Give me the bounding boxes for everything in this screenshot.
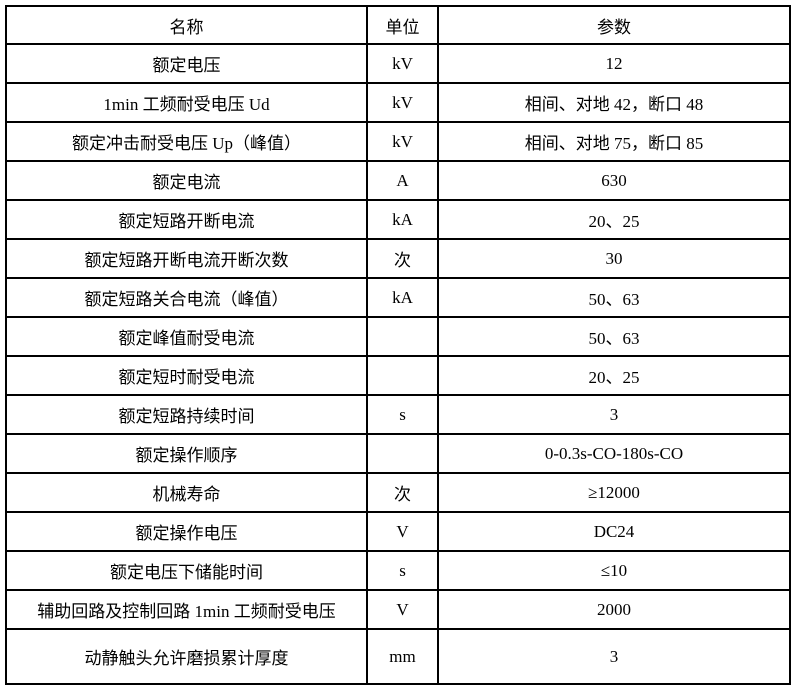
cell-unit: kV bbox=[366, 43, 439, 84]
table-row: 额定短路关合电流（峰值） kA 50、63 bbox=[5, 277, 791, 318]
table-row: 辅助回路及控制回路 1min 工频耐受电压 V 2000 bbox=[5, 589, 791, 630]
cell-unit: V bbox=[366, 589, 439, 630]
column-header-name: 名称 bbox=[5, 5, 368, 45]
cell-value: 630 bbox=[437, 160, 791, 201]
cell-name: 额定操作顺序 bbox=[5, 433, 368, 474]
cell-unit bbox=[366, 355, 439, 396]
cell-value: DC24 bbox=[437, 511, 791, 552]
cell-name: 机械寿命 bbox=[5, 472, 368, 513]
cell-value: ≤10 bbox=[437, 550, 791, 591]
cell-value: 3 bbox=[437, 628, 791, 685]
cell-unit: kV bbox=[366, 82, 439, 123]
cell-name: 1min 工频耐受电压 Ud bbox=[5, 82, 368, 123]
cell-unit: kA bbox=[366, 199, 439, 240]
cell-name: 额定短路关合电流（峰值） bbox=[5, 277, 368, 318]
cell-value: 50、63 bbox=[437, 277, 791, 318]
cell-value: 相间、对地 75，断口 85 bbox=[437, 121, 791, 162]
cell-value: ≥12000 bbox=[437, 472, 791, 513]
table-row: 额定短路开断电流开断次数次 30 bbox=[5, 238, 791, 279]
cell-name: 额定冲击耐受电压 Up（峰值） bbox=[5, 121, 368, 162]
table-row: 额定操作电压 V DC24 bbox=[5, 511, 791, 552]
table-row: 额定短路持续时间 s 3 bbox=[5, 394, 791, 435]
cell-unit: A bbox=[366, 160, 439, 201]
cell-name: 额定操作电压 bbox=[5, 511, 368, 552]
cell-unit: kV bbox=[366, 121, 439, 162]
cell-name: 辅助回路及控制回路 1min 工频耐受电压 bbox=[5, 589, 368, 630]
table-row: 额定操作顺序 0-0.3s-CO-180s-CO bbox=[5, 433, 791, 474]
cell-name: 额定短路持续时间 bbox=[5, 394, 368, 435]
table-row: 1min 工频耐受电压 Ud kV 相间、对地 42，断口 48 bbox=[5, 82, 791, 123]
cell-unit: s bbox=[366, 394, 439, 435]
table-row: 额定电压 kV 12 bbox=[5, 43, 791, 84]
cell-value: 50、63 bbox=[437, 316, 791, 357]
spec-table: 名称 单位 参数 额定电压 kV 12 1min 工频耐受电压 Ud kV 相间、对地 4… bbox=[5, 5, 791, 685]
cell-value: 3 bbox=[437, 394, 791, 435]
cell-name: 额定电压 bbox=[5, 43, 368, 84]
cell-unit: 次 bbox=[366, 472, 439, 513]
cell-unit bbox=[366, 316, 439, 357]
cell-name: 额定电流 bbox=[5, 160, 368, 201]
table-row: 额定峰值耐受电流 50、63 bbox=[5, 316, 791, 357]
cell-value: 12 bbox=[437, 43, 791, 84]
header-row: 名称 单位 参数 bbox=[5, 5, 791, 45]
cell-unit: V bbox=[366, 511, 439, 552]
table-row: 动静触头允许磨损累计厚度 mm 3 bbox=[5, 628, 791, 685]
table-row: 额定短路开断电流 kA 20、25 bbox=[5, 199, 791, 240]
column-header-unit: 单位 bbox=[366, 5, 439, 45]
cell-value: 0-0.3s-CO-180s-CO bbox=[437, 433, 791, 474]
cell-value: 20、25 bbox=[437, 199, 791, 240]
cell-name: 额定峰值耐受电流 bbox=[5, 316, 368, 357]
cell-unit bbox=[366, 433, 439, 474]
table-row: 额定冲击耐受电压 Up（峰值） kV 相间、对地 75，断口 85 bbox=[5, 121, 791, 162]
table-row: 额定短时耐受电流 20、25 bbox=[5, 355, 791, 396]
cell-value: 2000 bbox=[437, 589, 791, 630]
cell-name: 额定短时耐受电流 bbox=[5, 355, 368, 396]
spec-table-body: 额定电压 kV 12 1min 工频耐受电压 Ud kV 相间、对地 42，断口 48 额定… bbox=[5, 43, 791, 685]
cell-unit: s bbox=[366, 550, 439, 591]
cell-name: 额定短路开断电流 bbox=[5, 199, 368, 240]
column-header-value: 参数 bbox=[437, 5, 791, 45]
cell-unit: 次 bbox=[366, 238, 439, 279]
cell-value: 20、25 bbox=[437, 355, 791, 396]
cell-value: 相间、对地 42，断口 48 bbox=[437, 82, 791, 123]
table-row: 额定电流 A 630 bbox=[5, 160, 791, 201]
cell-unit: kA bbox=[366, 277, 439, 318]
cell-name: 动静触头允许磨损累计厚度 bbox=[5, 628, 368, 685]
spec-table-header: 名称 单位 参数 bbox=[5, 5, 791, 45]
cell-name: 额定短路开断电流开断次数 bbox=[5, 238, 368, 279]
cell-unit: mm bbox=[366, 628, 439, 685]
table-row: 机械寿命次 ≥12000 bbox=[5, 472, 791, 513]
table-row: 额定电压下储能时间 s ≤10 bbox=[5, 550, 791, 591]
cell-value: 30 bbox=[437, 238, 791, 279]
cell-name: 额定电压下储能时间 bbox=[5, 550, 368, 591]
